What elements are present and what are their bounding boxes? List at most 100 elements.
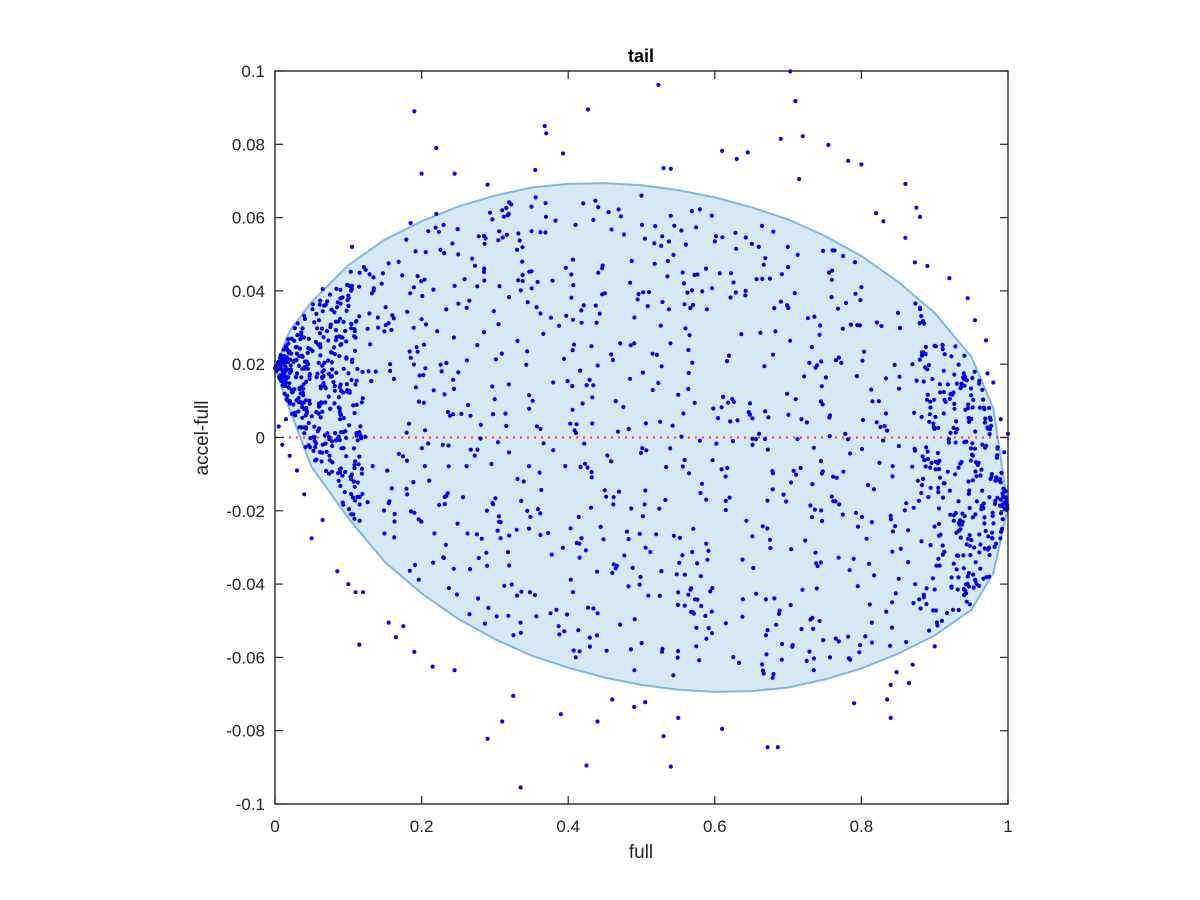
data-point: [695, 597, 700, 602]
data-point: [288, 401, 293, 406]
data-point: [391, 376, 397, 381]
data-point: [665, 259, 670, 264]
data-point: [336, 395, 341, 400]
data-point: [829, 295, 834, 300]
data-point: [955, 587, 960, 592]
data-point: [312, 435, 317, 440]
data-point: [917, 214, 923, 219]
data-point: [682, 572, 687, 577]
data-point: [319, 326, 325, 331]
data-point: [577, 555, 582, 560]
data-point: [713, 234, 719, 239]
data-point: [610, 697, 615, 702]
data-point: [937, 563, 942, 568]
data-point: [689, 609, 694, 615]
data-point: [582, 441, 587, 446]
data-point: [405, 309, 410, 314]
data-point: [818, 323, 823, 328]
data-point: [971, 397, 976, 402]
data-point: [910, 662, 915, 667]
data-point: [388, 362, 393, 367]
data-point: [650, 387, 655, 393]
data-point: [690, 302, 696, 308]
data-point: [699, 603, 704, 609]
data-point: [883, 411, 889, 416]
data-point: [821, 638, 826, 643]
data-point: [956, 607, 961, 613]
data-point: [551, 448, 556, 453]
data-point: [478, 436, 483, 441]
data-point: [304, 359, 309, 364]
data-point: [776, 611, 782, 617]
data-point: [346, 582, 351, 587]
data-point: [339, 430, 344, 435]
data-point: [885, 697, 890, 702]
data-point: [888, 643, 893, 648]
data-point: [999, 503, 1004, 508]
data-point: [965, 574, 970, 579]
data-point: [810, 482, 815, 487]
data-point: [998, 417, 1003, 422]
data-point: [859, 514, 865, 520]
data-point: [352, 484, 357, 489]
data-point: [328, 406, 333, 411]
data-point: [763, 597, 769, 602]
data-point: [419, 279, 424, 284]
data-point: [786, 265, 791, 270]
data-point: [721, 394, 726, 399]
data-point: [292, 410, 297, 415]
data-point: [980, 387, 985, 392]
data-point: [527, 464, 532, 469]
data-point: [890, 549, 895, 554]
data-point: [784, 499, 789, 504]
data-point: [766, 415, 771, 420]
data-point: [884, 609, 889, 614]
data-point: [595, 363, 600, 368]
data-point: [342, 490, 347, 495]
data-point: [723, 621, 729, 626]
data-point: [509, 582, 514, 587]
data-point: [285, 337, 291, 342]
data-point: [423, 366, 428, 371]
data-point: [890, 600, 895, 605]
data-point: [720, 235, 725, 240]
data-point: [945, 469, 951, 474]
data-point: [544, 131, 549, 136]
data-point: [344, 454, 349, 459]
data-point: [386, 261, 391, 266]
data-point: [484, 508, 490, 513]
data-point: [365, 500, 370, 505]
x-tick-label: 0.8: [850, 817, 874, 836]
data-point: [980, 488, 985, 493]
data-point: [988, 476, 993, 481]
data-point: [978, 566, 983, 571]
data-point: [307, 401, 312, 406]
data-point: [528, 514, 533, 520]
data-point: [442, 392, 447, 397]
data-point: [788, 338, 793, 343]
data-point: [605, 453, 610, 458]
data-point: [947, 488, 953, 493]
data-point: [308, 445, 313, 450]
data-point: [385, 468, 390, 473]
data-point: [302, 431, 307, 436]
data-point: [792, 291, 797, 296]
data-point: [456, 370, 461, 375]
x-tick-label: 0.6: [703, 817, 727, 836]
data-point: [913, 448, 918, 453]
data-point: [666, 307, 672, 312]
data-point: [283, 417, 289, 422]
data-point: [927, 628, 932, 633]
data-point: [932, 397, 937, 402]
data-point: [604, 648, 609, 653]
data-point: [639, 641, 644, 646]
data-point: [643, 421, 649, 426]
data-point: [665, 274, 670, 279]
data-point: [400, 454, 406, 459]
data-point: [503, 411, 508, 416]
data-point: [543, 201, 548, 206]
data-point: [734, 246, 739, 251]
data-point: [761, 671, 766, 676]
data-point: [830, 248, 835, 253]
data-point: [779, 657, 784, 662]
